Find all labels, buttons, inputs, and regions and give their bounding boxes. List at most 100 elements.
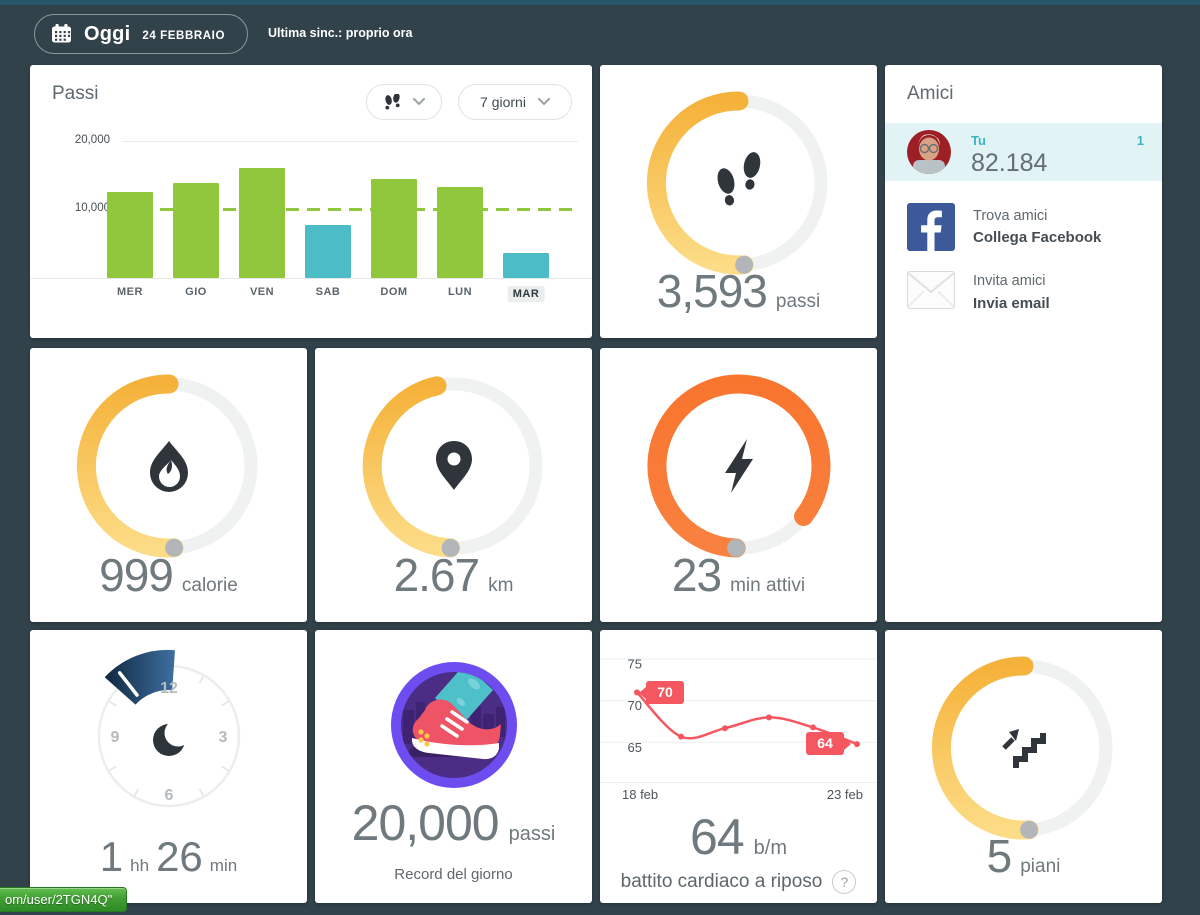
sleep-hours-value: 1 — [99, 833, 124, 880]
gauge-progress-arc — [646, 374, 830, 558]
current-date: 24 FEBBRAIO — [142, 29, 226, 42]
day-label-LUN: LUN — [447, 286, 473, 298]
clock-ticks — [108, 675, 229, 797]
heart-rate-end-tag: 64 — [806, 732, 851, 755]
period-dropdown[interactable]: 7 giorni — [458, 84, 572, 120]
y-axis-tick-20000: 20,000 — [74, 134, 110, 146]
sleep-hours-unit: hh — [130, 856, 150, 875]
clock-numbers: 12 3 6 9 — [110, 680, 227, 804]
heart-rate-y-ticks: 75 70 65 — [628, 657, 642, 755]
gauge-progress-arc — [76, 374, 184, 558]
footsteps-icon — [384, 93, 401, 111]
distance-value: 2.67 — [393, 549, 481, 601]
badge-icon — [379, 650, 529, 805]
bar-GIO[interactable] — [173, 182, 219, 278]
calories-gauge-tile[interactable]: 999 calorie — [30, 348, 307, 622]
day-label-MER: MER — [117, 286, 143, 298]
steps-chart-title: Passi — [52, 83, 99, 104]
chart-start-date: 18 feb — [622, 787, 659, 802]
heart-rate-points — [634, 689, 860, 748]
heart-rate-caption: battito cardiaco a riposo — [620, 871, 823, 892]
floors-unit: piani — [1020, 856, 1061, 877]
sleep-tile[interactable]: 12 3 6 9 1 hh 26 min — [30, 630, 307, 903]
connect-facebook-label: Collega Facebook — [973, 229, 1102, 247]
day-label-DOM: DOM — [380, 286, 408, 298]
svg-text:3: 3 — [218, 729, 227, 746]
bar-chart-area — [30, 141, 592, 278]
location-pin-icon — [435, 441, 472, 490]
sleep-minutes-value: 26 — [156, 833, 203, 880]
svg-text:6: 6 — [164, 787, 173, 804]
day-label-GIO: GIO — [185, 286, 207, 298]
steps-unit: passi — [775, 291, 821, 312]
svg-text:12: 12 — [160, 680, 178, 697]
bar-SAB[interactable] — [305, 224, 351, 278]
svg-text:9: 9 — [110, 729, 119, 746]
calories-value: 999 — [99, 549, 174, 601]
avatar — [907, 130, 951, 179]
gauge-progress-dot — [441, 538, 460, 557]
today-label: Oggi — [84, 22, 131, 45]
gauge-progress-dot — [164, 538, 183, 557]
sleep-period-wedge — [104, 649, 175, 705]
invite-email-button[interactable]: Invita amici Invia email — [907, 271, 1148, 314]
friend-steps: 82.184 — [971, 149, 1048, 177]
chevron-down-icon — [537, 98, 550, 106]
distance-gauge-tile[interactable]: 2.67 km — [315, 348, 592, 622]
footsteps-icon — [717, 152, 760, 206]
chart-date-separator — [600, 782, 877, 783]
bar-MAR[interactable] — [503, 253, 549, 278]
record-value: 20,000 — [351, 795, 500, 851]
day-label-MAR: MAR — [507, 286, 545, 302]
daily-record-badge-tile[interactable]: 20,000 passi Record del giorno — [315, 630, 592, 903]
goal-line-10000 — [118, 208, 578, 211]
y-axis-tick-10000: 10,000 — [74, 202, 110, 214]
distance-unit: km — [488, 575, 514, 596]
heart-rate-tile[interactable]: 75 70 65 70 64 18 feb 23 feb 64 b/m batt… — [600, 630, 877, 903]
sleep-minutes-unit: min — [209, 856, 238, 875]
x-axis-labels: MER GIO VEN SAB DOM LUN MAR — [30, 286, 592, 306]
floors-gauge-tile[interactable]: 5 piani — [885, 630, 1162, 903]
date-selector-pill[interactable]: Oggi 24 FEBBRAIO — [34, 14, 249, 54]
period-dropdown-value: 7 giorni — [480, 94, 526, 110]
friend-name: Tu — [971, 133, 986, 148]
active-minutes-gauge-tile[interactable]: 23 min attivi — [600, 348, 877, 622]
bar-MER[interactable] — [107, 191, 153, 278]
metric-dropdown[interactable] — [366, 84, 442, 120]
gauge-progress-dot — [726, 539, 745, 557]
steps-chart-tile[interactable]: Passi 7 giorni 20,000 10,000 MER GIO VEN SA… — [30, 65, 592, 338]
sleep-start-tick — [117, 671, 139, 697]
facebook-icon — [907, 203, 955, 251]
heart-rate-unit: b/m — [753, 837, 787, 859]
floors-value: 5 — [986, 830, 1013, 882]
heart-rate-start-tag: 70 — [639, 681, 684, 704]
chart-end-date: 23 feb — [826, 787, 863, 802]
gauge-progress-dot — [734, 255, 753, 274]
record-unit: passi — [508, 823, 556, 845]
connect-facebook-button[interactable]: Trova amici Collega Facebook — [907, 203, 1148, 251]
steps-gauge-tile[interactable]: 3,593 passi — [600, 65, 877, 338]
calories-unit: calorie — [181, 575, 238, 596]
heart-rate-chart: 75 70 65 — [600, 657, 877, 755]
svg-text:65: 65 — [628, 740, 642, 755]
top-accent-strip — [0, 0, 1200, 5]
gauge-progress-arc — [646, 91, 754, 275]
day-label-VEN: VEN — [249, 286, 275, 298]
steps-value: 3,593 — [656, 265, 768, 317]
heart-rate-value: 64 — [690, 809, 745, 865]
help-icon[interactable]: ? — [832, 870, 857, 894]
active-minutes-value: 23 — [671, 549, 722, 601]
bar-VEN[interactable] — [239, 167, 285, 278]
find-friends-label: Trova amici — [973, 207, 1048, 224]
gauge-progress-dot — [1019, 820, 1038, 839]
bar-DOM[interactable] — [371, 179, 417, 278]
leaderboard-row-you[interactable]: Tu 82.184 1 — [885, 123, 1162, 181]
envelope-icon — [907, 271, 955, 314]
heart-rate-line — [636, 691, 858, 746]
lightning-icon — [724, 439, 753, 493]
chevron-down-icon — [412, 98, 425, 106]
sleep-clock: 12 3 6 9 — [97, 649, 240, 808]
invite-friends-label: Invita amici — [973, 273, 1046, 290]
bar-LUN[interactable] — [437, 186, 483, 278]
moon-icon — [152, 719, 191, 756]
